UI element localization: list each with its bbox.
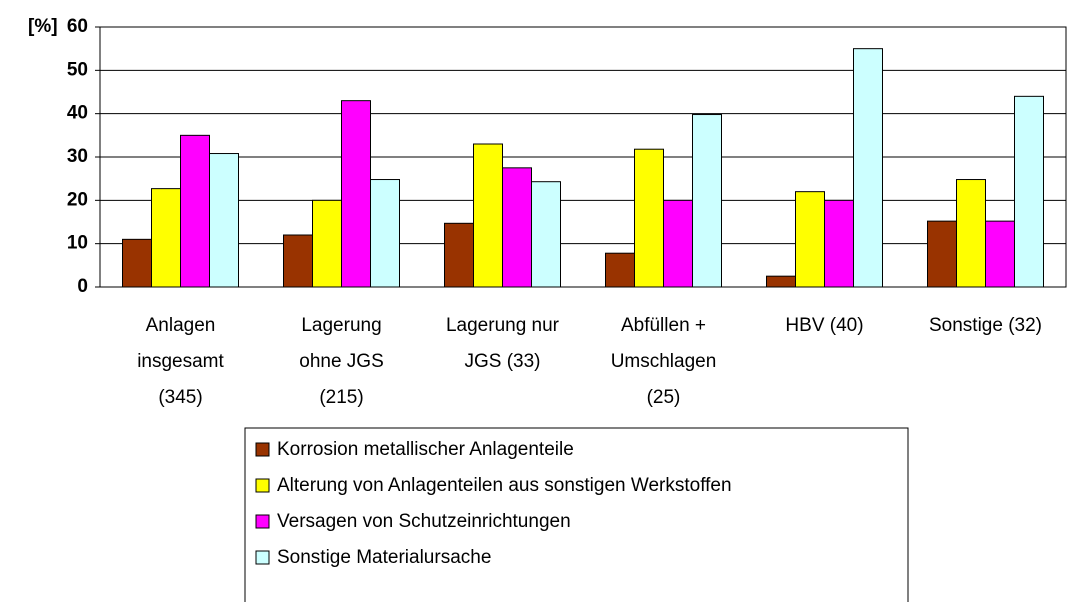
- bar: [502, 167, 532, 288]
- x-tick-label: JGS (33): [464, 351, 540, 372]
- x-tick-label: Anlagen: [146, 315, 216, 336]
- bar: [473, 143, 503, 288]
- legend-swatch: [255, 550, 270, 565]
- y-tick-label: 50: [67, 59, 88, 80]
- x-tick-label: (345): [158, 387, 202, 408]
- bar: [531, 181, 561, 288]
- bar: [312, 199, 342, 288]
- bar: [341, 100, 371, 288]
- x-tick-label: Sonstige (32): [929, 315, 1042, 336]
- x-tick-label: Abfüllen +: [621, 315, 706, 336]
- legend-swatch: [255, 442, 270, 457]
- bar: [283, 234, 313, 288]
- bar: [824, 199, 854, 288]
- bar: [1014, 95, 1044, 288]
- x-tick-label: (25): [647, 387, 681, 408]
- bar: [853, 48, 883, 288]
- legend-swatch: [255, 514, 270, 529]
- bar: [927, 220, 957, 288]
- bar: [209, 153, 239, 288]
- y-tick-label: 60: [67, 16, 88, 37]
- bar: [956, 179, 986, 288]
- bar: [370, 179, 400, 288]
- y-tick-label: 20: [67, 189, 88, 210]
- x-tick-label: Lagerung: [301, 315, 381, 336]
- x-tick-label: HBV (40): [785, 315, 863, 336]
- legend-swatch: [255, 478, 270, 493]
- bar: [122, 238, 152, 288]
- x-tick-label: (215): [319, 387, 363, 408]
- y-tick-label: 40: [67, 103, 88, 124]
- plot-border: [99, 26, 1067, 288]
- legend-label: Korrosion metallischer Anlagenteile: [277, 439, 574, 460]
- bar: [634, 148, 664, 288]
- bar: [766, 275, 796, 288]
- legend-label: Versagen von Schutzeinrichtungen: [277, 511, 571, 532]
- x-tick-label: insgesamt: [137, 351, 224, 372]
- bar: [985, 220, 1015, 288]
- bar: [663, 199, 693, 288]
- bar: [795, 191, 825, 288]
- legend-box: [244, 427, 909, 602]
- y-axis-label: [%]: [28, 16, 58, 37]
- x-tick-label: Umschlagen: [611, 351, 717, 372]
- bar: [444, 222, 474, 288]
- legend-label: Sonstige Materialursache: [277, 547, 491, 568]
- legend-label: Alterung von Anlagenteilen aus sonstigen…: [277, 475, 732, 496]
- bar: [605, 252, 635, 288]
- bar: [151, 188, 181, 288]
- bar: [180, 134, 210, 288]
- y-tick-label: 30: [67, 146, 88, 167]
- bar: [692, 114, 722, 288]
- y-tick-label: 10: [67, 233, 88, 254]
- x-tick-label: ohne JGS: [299, 351, 384, 372]
- y-tick-label: 0: [77, 276, 88, 297]
- x-tick-label: Lagerung nur: [446, 315, 560, 336]
